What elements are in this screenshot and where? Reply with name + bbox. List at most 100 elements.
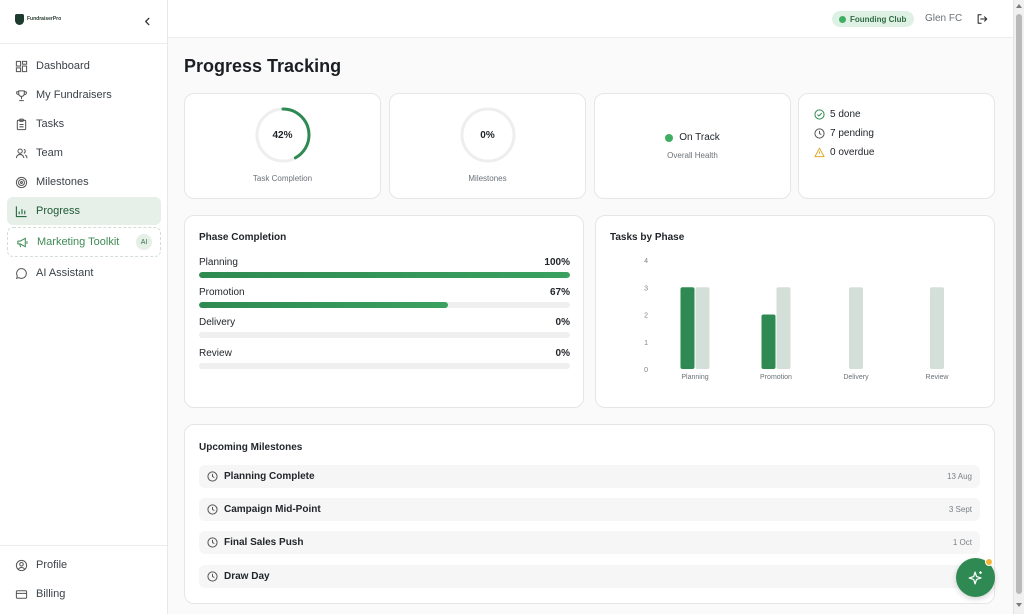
sidebar-item-label: Progress bbox=[36, 205, 81, 217]
page-scrollbar[interactable] bbox=[1013, 0, 1024, 614]
done-count: 5 done bbox=[814, 109, 861, 120]
megaphone-icon bbox=[17, 236, 28, 248]
y-tick-label: 0 bbox=[644, 367, 648, 374]
phase-row-review: Review 0% bbox=[199, 348, 570, 369]
phase-name: Review bbox=[199, 348, 232, 359]
bar-review-total bbox=[930, 287, 944, 369]
sidebar-item-billing[interactable]: Billing bbox=[7, 580, 160, 608]
clock-icon bbox=[207, 471, 218, 482]
pending-count: 7 pending bbox=[814, 128, 874, 139]
phase-row-delivery: Delivery 0% bbox=[199, 317, 570, 338]
milestone-name: Final Sales Push bbox=[224, 537, 304, 548]
bar-promotion-total bbox=[776, 287, 791, 369]
ai-assistant-fab[interactable] bbox=[956, 558, 995, 597]
clock-icon bbox=[207, 504, 218, 515]
sidebar-item-label: Profile bbox=[36, 559, 68, 571]
milestone-name: Planning Complete bbox=[224, 471, 315, 482]
milestones-label: Milestones bbox=[468, 174, 507, 183]
milestones-ring bbox=[460, 107, 515, 163]
y-tick-label: 2 bbox=[644, 313, 648, 320]
sidebar-item-milestones[interactable]: Milestones bbox=[7, 168, 161, 196]
milestone-row[interactable]: Campaign Mid-Point 3 Sept bbox=[199, 498, 980, 521]
milestones-value: 0% bbox=[480, 130, 495, 141]
overdue-count-label: 0 overdue bbox=[830, 147, 875, 158]
scroll-down-arrow[interactable] bbox=[1016, 603, 1022, 607]
overall-health-card: On Track Overall Health bbox=[594, 93, 791, 199]
scrollbar-thumb[interactable] bbox=[1016, 14, 1022, 594]
phase-progress-fill bbox=[199, 302, 448, 308]
sidebar-item-progress[interactable]: Progress bbox=[7, 197, 161, 225]
task-counts-card: 5 done 7 pending 0 overdue bbox=[798, 93, 995, 199]
upcoming-milestones-title: Upcoming Milestones bbox=[199, 442, 303, 453]
target-icon bbox=[15, 176, 28, 188]
x-tick-label: Promotion bbox=[760, 374, 792, 381]
sidebar-item-dashboard[interactable]: Dashboard bbox=[7, 52, 161, 80]
task-completion-ring bbox=[255, 107, 310, 163]
milestone-name: Draw Day bbox=[224, 571, 270, 582]
sidebar-header: FundraiserPro bbox=[0, 0, 167, 44]
sidebar: FundraiserPro Dashboard My Fundraisers T… bbox=[0, 0, 168, 614]
ai-badge: AI bbox=[136, 234, 152, 250]
milestone-row[interactable]: Draw Day 8 bbox=[199, 565, 980, 588]
bar-chart-icon bbox=[15, 205, 27, 217]
top-bar: Founding Club Glen FC bbox=[168, 0, 1013, 38]
clock-icon bbox=[207, 537, 218, 548]
clock-icon bbox=[814, 128, 825, 139]
chat-icon bbox=[15, 267, 27, 279]
warning-icon bbox=[814, 147, 825, 158]
founding-club-label: Founding Club bbox=[850, 14, 907, 24]
trophy-icon bbox=[16, 89, 27, 101]
sidebar-item-label: Milestones bbox=[36, 176, 89, 188]
phase-progress-fill bbox=[199, 272, 570, 278]
users-icon bbox=[15, 148, 28, 158]
milestones-card: 0% Milestones bbox=[389, 93, 586, 199]
milestone-row[interactable]: Planning Complete 13 Aug bbox=[199, 465, 980, 488]
app-logo[interactable]: FundraiserPro bbox=[15, 14, 61, 25]
sidebar-item-label: Marketing Toolkit bbox=[37, 236, 120, 248]
y-tick-label: 3 bbox=[644, 285, 648, 292]
phase-percent: 0% bbox=[555, 317, 570, 328]
sidebar-item-label: Billing bbox=[36, 588, 66, 600]
sidebar-item-label: AI Assistant bbox=[36, 267, 94, 279]
scroll-up-arrow[interactable] bbox=[1016, 4, 1022, 8]
sidebar-item-label: Dashboard bbox=[36, 60, 90, 72]
milestone-row[interactable]: Final Sales Push 1 Oct bbox=[199, 531, 980, 554]
overdue-count: 0 overdue bbox=[814, 147, 874, 158]
logout-button[interactable] bbox=[976, 12, 990, 26]
clipboard-icon bbox=[16, 118, 27, 130]
founding-club-badge: Founding Club bbox=[832, 11, 915, 27]
health-label: Overall Health bbox=[667, 151, 718, 160]
x-tick-label: Planning bbox=[681, 374, 708, 381]
sidebar-item-profile[interactable]: Profile bbox=[7, 551, 160, 579]
dashboard-icon bbox=[15, 60, 28, 72]
bar-promotion-done bbox=[761, 314, 776, 369]
sidebar-nav: Dashboard My Fundraisers Tasks Team Mile… bbox=[7, 52, 161, 288]
bar-planning-done bbox=[680, 287, 695, 369]
phase-progress-bar bbox=[199, 272, 570, 278]
sidebar-item-tasks[interactable]: Tasks bbox=[7, 110, 161, 138]
health-status: On Track bbox=[679, 132, 720, 143]
phase-progress-bar bbox=[199, 363, 570, 369]
collapse-sidebar-button[interactable] bbox=[141, 14, 153, 28]
phase-name: Delivery bbox=[199, 317, 236, 328]
milestone-date: 1 Oct bbox=[952, 538, 972, 547]
card-icon bbox=[15, 589, 28, 599]
notification-dot bbox=[985, 558, 993, 566]
milestone-date: 3 Sept bbox=[948, 505, 972, 514]
phase-row-planning: Planning 100% bbox=[199, 257, 570, 278]
sidebar-item-ai-assistant[interactable]: AI Assistant bbox=[7, 259, 161, 287]
y-tick-label: 4 bbox=[644, 258, 648, 265]
x-tick-label: Delivery bbox=[843, 374, 869, 381]
sidebar-item-team[interactable]: Team bbox=[7, 139, 161, 167]
task-completion-label: Task Completion bbox=[252, 174, 313, 183]
phase-completion-card: Phase Completion Planning 100% Promotion 6… bbox=[184, 215, 584, 408]
sidebar-footer: Profile Billing bbox=[0, 545, 167, 609]
phase-progress-bar bbox=[199, 302, 570, 308]
phase-progress-bar bbox=[199, 332, 570, 338]
bar-delivery-total bbox=[849, 287, 863, 369]
sidebar-item-my-fundraisers[interactable]: My Fundraisers bbox=[7, 81, 161, 109]
phase-name: Promotion bbox=[199, 287, 245, 298]
logo-text: FundraiserPro bbox=[27, 16, 62, 22]
sidebar-item-marketing-toolkit[interactable]: Marketing Toolkit AI bbox=[7, 227, 161, 257]
club-name: Glen FC bbox=[925, 13, 963, 24]
